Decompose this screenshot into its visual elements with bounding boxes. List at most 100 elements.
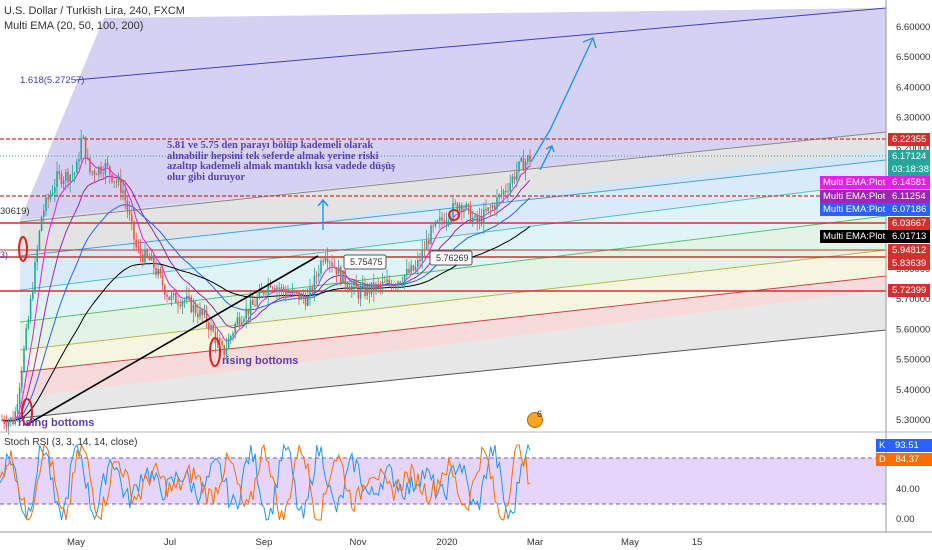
candle-body bbox=[144, 249, 146, 263]
channel-band-red bbox=[20, 276, 886, 398]
candle-body bbox=[179, 304, 181, 307]
candle-body bbox=[21, 371, 23, 388]
channel-line-red bbox=[19, 275, 887, 373]
candle-body bbox=[71, 173, 74, 175]
candle-body bbox=[221, 341, 223, 346]
candle-body bbox=[485, 209, 487, 211]
events-icon[interactable] bbox=[527, 412, 543, 428]
candle-body bbox=[390, 283, 393, 288]
candle-body bbox=[425, 240, 428, 251]
left-partial-label: 30619) bbox=[0, 206, 30, 217]
candle-body bbox=[461, 204, 463, 212]
candle-body bbox=[190, 297, 192, 313]
candle-body bbox=[155, 267, 157, 275]
candle-body bbox=[469, 205, 472, 223]
candle-body bbox=[170, 295, 173, 301]
candle-body bbox=[168, 296, 170, 301]
candle-body bbox=[133, 221, 135, 240]
candle-body bbox=[159, 268, 162, 275]
candle-body bbox=[135, 239, 137, 248]
candle-body bbox=[300, 293, 302, 300]
candle-body bbox=[287, 294, 289, 297]
x-tick-label: 2020 bbox=[436, 537, 457, 548]
candle-body bbox=[69, 174, 71, 183]
candle-body bbox=[120, 178, 122, 194]
candle-body bbox=[491, 205, 494, 208]
candle-body bbox=[351, 285, 353, 291]
candle-body bbox=[366, 285, 368, 296]
candle-body bbox=[337, 266, 340, 275]
candle-body bbox=[362, 284, 364, 289]
stoch-k-label: K bbox=[879, 440, 886, 451]
rising-bottoms-label-2: rising bottoms bbox=[18, 417, 95, 429]
candle-body bbox=[93, 171, 96, 175]
stoch-tick-0: 0.00 bbox=[896, 514, 915, 525]
candle-body bbox=[511, 176, 514, 184]
candle-body bbox=[245, 308, 247, 320]
arrow-small-2-head bbox=[317, 198, 329, 207]
candle-body bbox=[197, 313, 199, 318]
candle-body bbox=[412, 265, 415, 271]
candle-body bbox=[320, 260, 322, 274]
y-tick-label: 5.40000 bbox=[896, 385, 930, 396]
candle-body bbox=[419, 259, 421, 262]
candle-body bbox=[203, 311, 206, 315]
candle-body bbox=[474, 215, 476, 218]
candle-body bbox=[463, 208, 465, 212]
candle-body bbox=[329, 262, 331, 264]
candle-body bbox=[421, 249, 423, 262]
candle-body bbox=[285, 292, 287, 297]
candle-body bbox=[436, 220, 439, 222]
candle-body bbox=[406, 268, 408, 276]
candle-body bbox=[318, 273, 320, 277]
ema-pill-2: Multi EMA:Plot bbox=[820, 190, 889, 203]
indicator-label[interactable]: Multi EMA (20, 50, 100, 200) bbox=[4, 20, 144, 32]
candle-body bbox=[210, 325, 212, 330]
price-tag-ema-3: 6.07186 bbox=[888, 203, 930, 216]
candle-body bbox=[175, 293, 177, 304]
candle-body bbox=[364, 284, 366, 296]
candle-body bbox=[161, 274, 164, 286]
candle-body bbox=[313, 275, 316, 293]
candle-body bbox=[476, 215, 478, 223]
candle-body bbox=[67, 171, 69, 183]
candle-body bbox=[399, 281, 401, 283]
candle-body bbox=[51, 192, 54, 195]
rising-bottoms-label-1: rising bottoms bbox=[222, 355, 299, 367]
candle-body bbox=[153, 255, 155, 268]
stoch-label[interactable]: Stoch RSI (3, 3, 14, 14, close) bbox=[4, 437, 138, 448]
candle-body bbox=[278, 287, 280, 289]
ema-pill-3: Multi EMA:Plot bbox=[820, 203, 889, 216]
candle-body bbox=[234, 323, 236, 334]
candle-body bbox=[34, 262, 36, 292]
candle-body bbox=[150, 255, 153, 261]
candle-body bbox=[423, 249, 426, 251]
candle-body bbox=[58, 171, 60, 174]
y-tick-label: 5.70000 bbox=[896, 294, 930, 305]
candle-body bbox=[353, 282, 355, 286]
y-tick-label: 6.40000 bbox=[896, 82, 930, 93]
candle-body bbox=[309, 287, 311, 296]
candle-body bbox=[379, 284, 382, 286]
x-axis-ticks: May Jul Sep Nov 2020 Mar May 15 bbox=[67, 537, 702, 548]
price-tag-ema-4: 6.01713 bbox=[888, 230, 930, 243]
candle-body bbox=[392, 285, 395, 288]
price-tag-red-top: 6.22355 bbox=[888, 133, 930, 146]
candle-body bbox=[527, 155, 529, 162]
candle-body bbox=[386, 279, 388, 283]
candle-body bbox=[403, 275, 406, 283]
candle-body bbox=[47, 197, 49, 200]
candle-body bbox=[27, 319, 30, 329]
projection-arrows bbox=[317, 37, 597, 230]
arrow-main-head bbox=[582, 37, 597, 49]
candle-body bbox=[45, 197, 47, 212]
candle-body bbox=[397, 281, 399, 286]
candle-body bbox=[348, 288, 351, 291]
stoch-k-value: 93.51 bbox=[894, 440, 919, 451]
candle-body bbox=[73, 173, 76, 174]
candle-body bbox=[518, 161, 520, 172]
candle-body bbox=[417, 259, 419, 267]
candle-body bbox=[458, 204, 461, 212]
candle-body bbox=[267, 283, 269, 294]
candle-body bbox=[25, 328, 27, 349]
